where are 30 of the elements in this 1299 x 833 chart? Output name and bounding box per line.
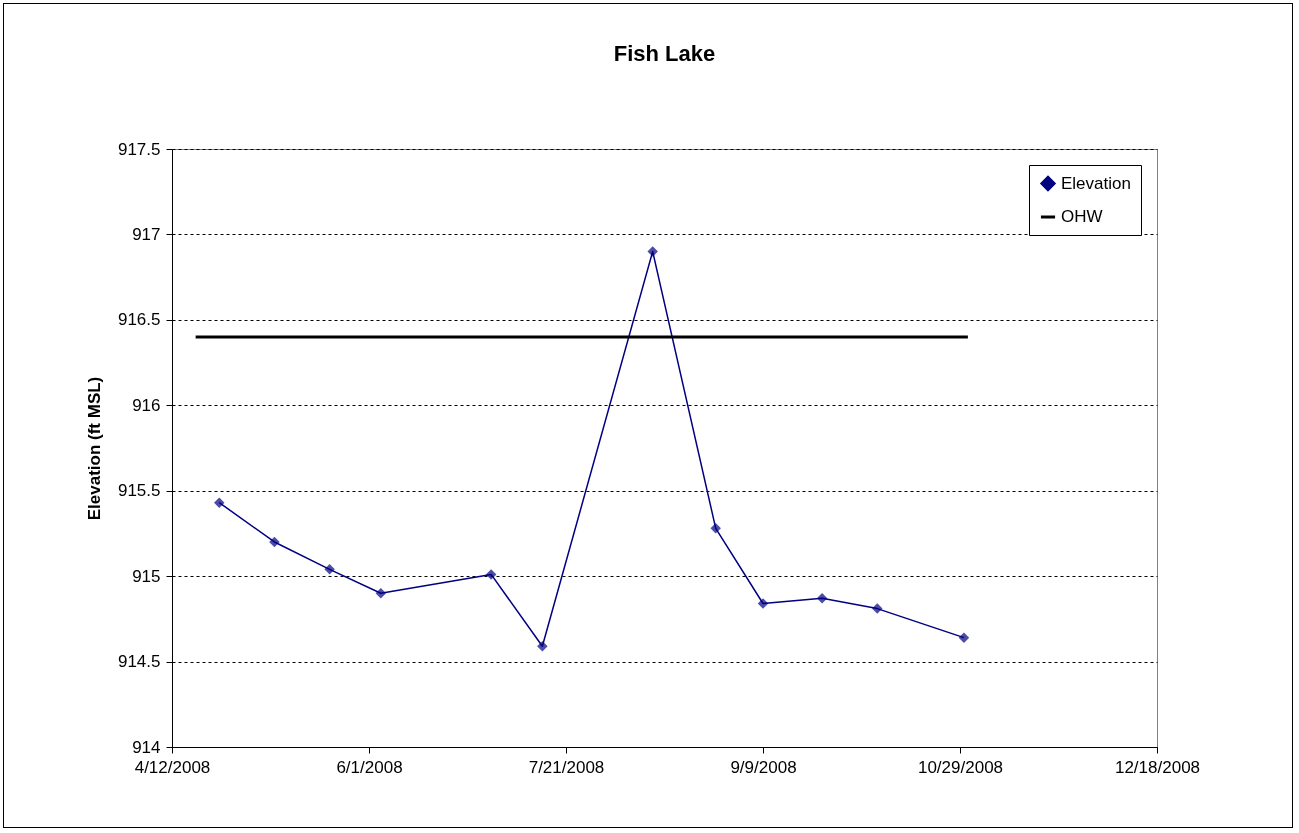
point — [872, 603, 883, 614]
point — [710, 523, 721, 534]
y-tick-label: 915 — [132, 566, 161, 586]
y-tick-label: 914 — [132, 737, 161, 757]
x-tick-label: 7/21/2008 — [528, 757, 605, 777]
point — [214, 497, 225, 508]
point — [269, 536, 280, 548]
y-tick-label: 916 — [132, 395, 161, 415]
x-tick-label: 12/18/2008 — [1114, 757, 1201, 777]
x-tick-label: 6/1/2008 — [336, 757, 403, 777]
point — [647, 246, 658, 257]
y-tick-label: 915.5 — [117, 481, 161, 501]
y-tick-label: 914.5 — [117, 652, 161, 672]
x-tick-label: 4/12/2008 — [134, 757, 211, 777]
y-tick-label: 916.5 — [117, 310, 161, 330]
point — [485, 569, 497, 580]
point — [757, 598, 769, 609]
point — [958, 632, 970, 643]
x-tick-label: 9/9/2008 — [730, 757, 797, 777]
x-tick-label: 10/29/2008 — [917, 757, 1004, 777]
point — [537, 640, 548, 652]
legend-label: OHW — [1061, 207, 1103, 226]
point — [816, 593, 828, 604]
point — [324, 564, 335, 575]
y-axis-title: Elevation (ft MSL) — [84, 376, 104, 521]
y-tick-label: 917.5 — [117, 139, 161, 159]
y-tick-label: 917 — [132, 224, 161, 244]
point — [375, 587, 387, 599]
legend-label: Elevation — [1061, 173, 1131, 193]
chart-title: Fish Lake — [613, 41, 716, 66]
